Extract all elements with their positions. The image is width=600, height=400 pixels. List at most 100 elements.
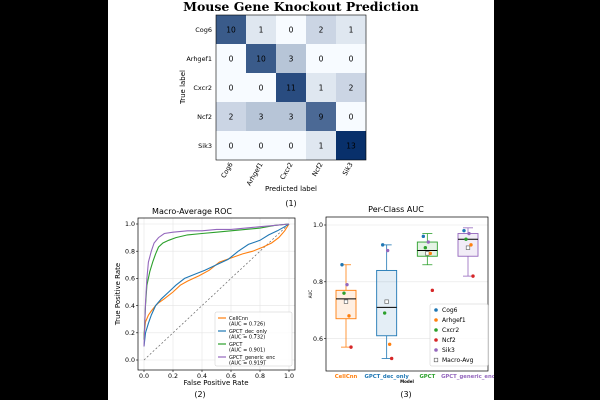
cm-cell <box>336 44 366 73</box>
box-legend: Cog6 Arhgef1 Cxcr2 Ncf2 Sik3 Macro-Avg <box>429 303 489 367</box>
box-legend-label: Ncf2 <box>442 337 456 344</box>
cm-cell <box>276 131 306 160</box>
cm-cell <box>246 15 276 44</box>
box-point-arhgef1 <box>469 243 473 247</box>
box-y-tick-label: 0.8 <box>313 279 323 286</box>
box-point-sik3 <box>385 248 390 253</box>
box-title: Per-Class AUC <box>368 205 424 214</box>
roc-x-tick-label: 0.6 <box>226 373 236 380</box>
box-legend-label: Cxcr2 <box>442 327 459 334</box>
box-body <box>457 233 479 257</box>
roc-legend-auc: (AUC = 0.901) <box>229 348 265 354</box>
figure-canvas: Mouse Gene Knockout Prediction 10 1 0 2 10 10… <box>114 0 494 399</box>
cm-x-tick-labels: Cog6 Arhgef1 Cxcr2 Ncf2 Sik3 <box>219 161 354 187</box>
cm-xlabel: Predicted label <box>265 185 317 193</box>
roc-title: Macro-Average ROC <box>152 207 232 216</box>
roc-legend-auc: (AUC = 0.919) <box>229 361 265 367</box>
cm-cell <box>306 15 336 44</box>
cm-x-tick-label: Cxcr2 <box>278 161 294 181</box>
cm-cell <box>216 131 246 160</box>
box-point-sik3 <box>426 240 431 244</box>
roc-axes-frame <box>137 217 296 371</box>
cm-cell-value: 3 <box>289 112 294 121</box>
cm-frame <box>215 14 367 161</box>
box-axes-frame <box>325 216 489 372</box>
figure: Mouse Gene Knockout Prediction 10 1 0 2 1 0 10… <box>108 0 494 400</box>
box-caption: (3) <box>400 390 411 399</box>
cm-x-tick-label: Arhgef1 <box>245 161 265 187</box>
box-mean-marker <box>384 299 389 304</box>
cm-cell-value: 0 <box>289 141 294 150</box>
cm-cell <box>336 102 366 131</box>
roc-x-tick-label: 0.2 <box>168 373 178 380</box>
cm-cell-value: 10 <box>256 54 266 63</box>
cm-cell <box>306 44 336 73</box>
roc-y-tick-label: 0.6 <box>125 276 135 283</box>
cm-cell-value: 0 <box>259 83 264 92</box>
cm-x-tick-label: Sik3 <box>341 161 355 177</box>
box-mean-marker <box>465 245 471 250</box>
box-legend-label: Cog6 <box>442 307 458 314</box>
box-x-tick-label: GPCT <box>419 374 435 380</box>
roc-x-tick-label: 1.0 <box>284 373 294 380</box>
box-series <box>335 227 479 361</box>
box-point-cog6 <box>340 263 344 267</box>
cm-cell-value: 9 <box>319 112 324 121</box>
roc-y-tick-label: 1.0 <box>125 221 135 228</box>
cm-cell <box>306 131 336 160</box>
box-point-ncf2 <box>430 288 435 293</box>
box-point-arhgef1 <box>347 314 351 318</box>
roc-y-ticks: 0.0 0.2 0.4 0.6 0.8 1.0 <box>125 221 138 364</box>
cm-cell-value: 11 <box>286 83 296 92</box>
roc-ylabel: True Positive Rate <box>114 263 122 326</box>
box-point-ncf2 <box>349 345 353 349</box>
roc-legend-auc: (AUC = 0.732) <box>229 335 265 341</box>
box-point-cxcr2 <box>464 237 468 241</box>
box-legend-swatch <box>433 357 439 363</box>
cm-x-tick-label: Cog6 <box>219 161 234 180</box>
box-point-sik3 <box>467 231 471 236</box>
cm-cell <box>276 44 306 73</box>
cm-y-tick-label: Sik3 <box>198 142 212 150</box>
roc-x-ticks: 0.0 0.2 0.4 0.6 0.8 1.0 <box>139 370 294 380</box>
roc-legend-label: GPCT_dec_only <box>229 329 267 335</box>
box-body <box>335 289 357 320</box>
cm-grid: 10 1 0 2 10 10 3 0 00 0 11 1 22 3 3 9 00 0 0 1 13 <box>216 15 366 160</box>
roc-line-gpct-generic-enc <box>143 223 290 347</box>
box-legend-swatch <box>434 308 438 312</box>
box-point-cog6 <box>421 234 426 239</box>
cm-cell <box>306 73 336 102</box>
cm-cell <box>306 102 336 131</box>
cm-cell-value: 1 <box>259 25 264 34</box>
cm-cell-value: 0 <box>259 141 264 150</box>
box-x-tick-label: CellCnn <box>335 374 358 380</box>
box-point-sik3 <box>345 282 349 287</box>
cm-x-tick-label: Ncf2 <box>310 161 324 178</box>
cm-cell <box>336 15 366 44</box>
roc-legend-label: GPCT <box>229 342 243 348</box>
box-mean-marker <box>343 299 349 304</box>
cm-cell-value: 1 <box>319 83 324 92</box>
cm-ylabel: True label <box>179 70 187 105</box>
roc-y-tick-label: 0.4 <box>125 303 135 310</box>
box-point-cog6 <box>380 243 385 247</box>
box-x-tick-label: GPCT_generic_enc <box>441 374 494 380</box>
box-point-ncf2 <box>389 356 394 361</box>
cm-cell-value: 2 <box>319 25 324 34</box>
box-x-tick-label: GPCT_dec_only <box>365 374 410 380</box>
cm-cell <box>336 131 366 160</box>
cm-cell-value: 0 <box>229 141 234 150</box>
roc-xlabel: False Positive Rate <box>183 379 248 387</box>
box-y-tick-label: 0.6 <box>313 336 323 343</box>
roc-legend-auc: (AUC = 0.726) <box>229 322 265 328</box>
cm-cell-value: 2 <box>229 112 234 121</box>
cm-cell <box>336 73 366 102</box>
box-legend-label: Sik3 <box>442 347 455 354</box>
cm-cell <box>246 131 276 160</box>
roc-line-gpct-dec-only <box>143 223 290 347</box>
cm-cell-value: 0 <box>319 54 324 63</box>
box-point-arhgef1 <box>387 342 392 346</box>
cm-cell <box>246 73 276 102</box>
cm-cell <box>276 73 306 102</box>
cm-cell-value: 3 <box>259 112 264 121</box>
